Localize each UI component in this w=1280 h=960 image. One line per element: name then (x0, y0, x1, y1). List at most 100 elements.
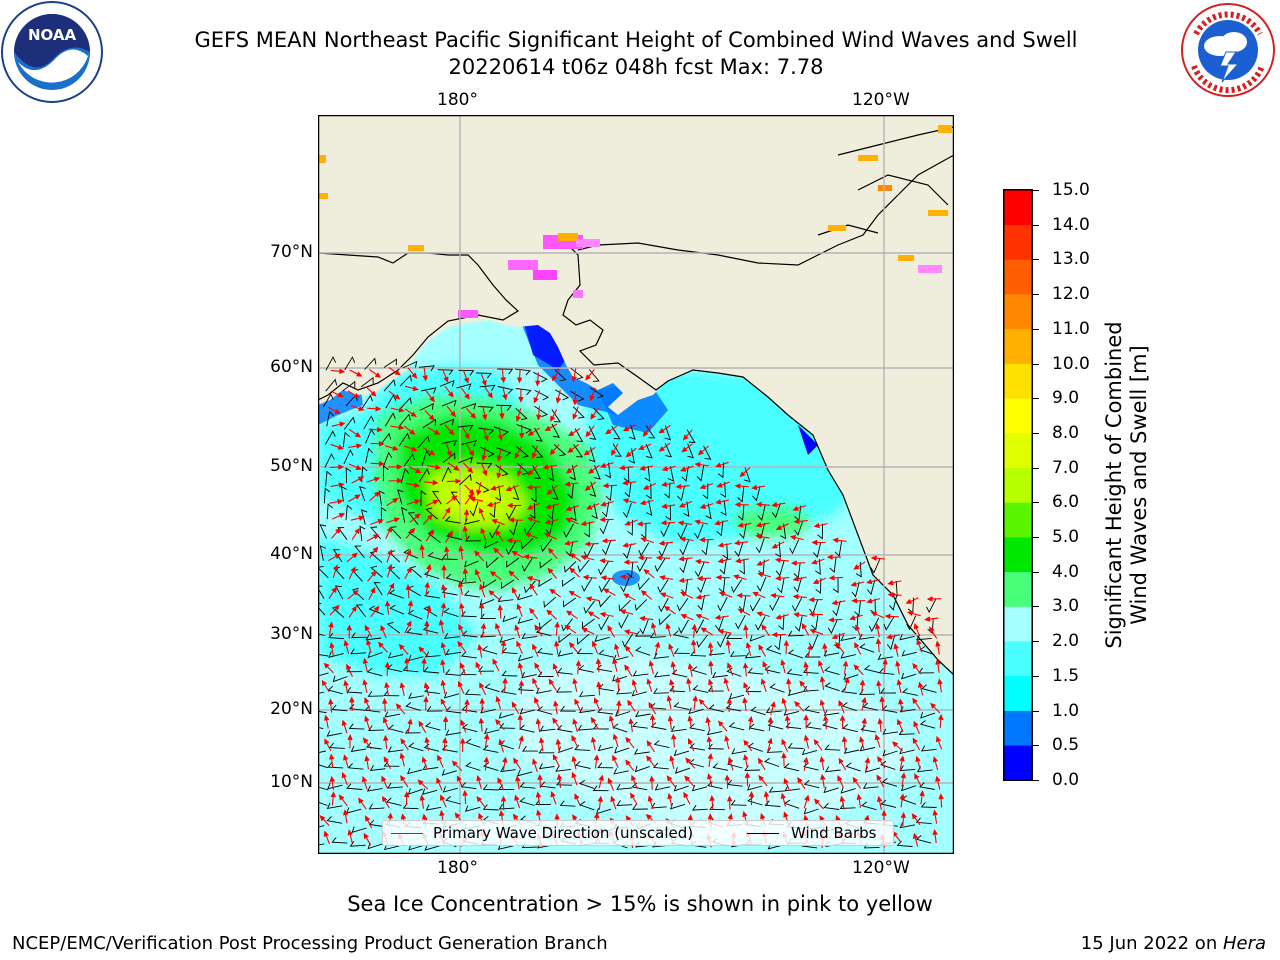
land-north-america (318, 115, 954, 675)
wind-barb (461, 705, 478, 713)
wind-barb (399, 396, 412, 410)
wind-barb (360, 376, 374, 388)
wind-barb (624, 481, 632, 498)
wave-arrow (639, 615, 654, 622)
wave-arrow (399, 752, 405, 767)
wind-barb (495, 485, 502, 502)
wave-arrow (362, 679, 368, 694)
wind-barb (645, 425, 656, 439)
wave-arrow (527, 465, 538, 476)
wind-barb (539, 558, 553, 569)
wave-arrow (365, 386, 377, 397)
wind-barb (331, 704, 348, 712)
wind-barb (702, 483, 709, 500)
wave-arrow (547, 547, 558, 560)
wave-arrow (386, 497, 399, 507)
wind-barb (784, 785, 801, 792)
wind-barb (636, 557, 648, 573)
wave-arrow (543, 532, 557, 540)
wave-arrow (384, 445, 399, 451)
wind-barb (756, 522, 766, 539)
wave-arrow (405, 482, 421, 488)
wave-arrow (348, 566, 356, 580)
wind-barb (632, 804, 648, 810)
wind-barb (565, 541, 574, 557)
wind-barb (717, 633, 728, 648)
wave-arrow (625, 447, 637, 458)
wave-arrow (628, 718, 634, 733)
wave-arrow (808, 597, 823, 603)
wave-arrow (691, 623, 698, 638)
wind-barb (323, 487, 331, 504)
wind-barb (650, 802, 667, 809)
wave-arrow (511, 550, 525, 559)
legend-wave-label: Primary Wave Direction (unscaled) (433, 824, 694, 842)
wind-barb (824, 766, 841, 773)
wind-barb (464, 689, 481, 696)
wind-barb (385, 394, 397, 409)
wave-arrow (538, 736, 545, 752)
wind-barb (597, 561, 609, 576)
wind-barb (418, 468, 430, 483)
wave-arrow (479, 682, 487, 696)
lon-label-top-120w: 120°W (852, 90, 910, 110)
wind-barb (405, 702, 421, 711)
wind-barb (486, 557, 499, 569)
wave-arrow (386, 582, 395, 596)
wave-arrow (717, 558, 732, 564)
wave-arrow (330, 791, 336, 806)
wind-barb (557, 650, 574, 657)
wave-arrow (556, 773, 563, 788)
wave-arrow (348, 429, 362, 438)
wave-arrow (742, 662, 749, 677)
wind-barb (551, 423, 560, 438)
wave-arrow (513, 757, 522, 770)
colorbar-segment (1004, 467, 1032, 503)
wind-barb (326, 410, 335, 427)
wave-arrow (550, 409, 558, 423)
wind-barb (326, 802, 343, 809)
lon-label-top-180: 180° (437, 90, 478, 110)
wind-barb (497, 596, 514, 603)
wave-arrow (697, 445, 709, 456)
wind-barb (815, 578, 822, 594)
svg-text:NOAA: NOAA (28, 26, 77, 44)
wave-arrow (364, 697, 371, 711)
wave-arrow (630, 792, 638, 805)
wind-barb (318, 565, 329, 579)
wave-arrow (502, 756, 508, 771)
wave-arrow (717, 542, 732, 548)
wind-barb (597, 744, 614, 752)
title-line-1: GEFS MEAN Northeast Pacific Significant … (194, 28, 1078, 52)
wind-barb (423, 605, 438, 617)
wave-arrow (913, 623, 921, 637)
wind-barb (456, 383, 472, 390)
wave-arrow (440, 658, 446, 674)
wind-barb (445, 729, 461, 736)
wave-arrow (462, 426, 470, 440)
wave-arrow (347, 390, 360, 399)
wave-arrow (527, 427, 540, 436)
wind-barb (645, 443, 653, 459)
wind-barb (422, 764, 439, 771)
wind-barb (680, 578, 689, 595)
wind-barb (337, 527, 348, 540)
wave-arrow (382, 716, 390, 731)
wave-arrow (669, 754, 675, 770)
colorbar-tick-mark (1033, 710, 1039, 712)
wave-arrow (612, 733, 619, 748)
wave-arrow (916, 638, 923, 653)
wind-barb (706, 728, 723, 736)
wave-arrow (876, 774, 885, 788)
wave-arrow (640, 590, 653, 600)
wind-barb (689, 743, 706, 751)
wind-barb (676, 597, 689, 612)
colorbar-segment (1004, 432, 1032, 468)
wave-arrow (797, 776, 806, 790)
wind-barb (778, 614, 785, 631)
wave-arrow (321, 679, 330, 693)
wind-barb (669, 802, 686, 810)
wind-barb (691, 784, 708, 792)
wave-arrow (482, 406, 488, 421)
wind-barb (683, 501, 690, 518)
